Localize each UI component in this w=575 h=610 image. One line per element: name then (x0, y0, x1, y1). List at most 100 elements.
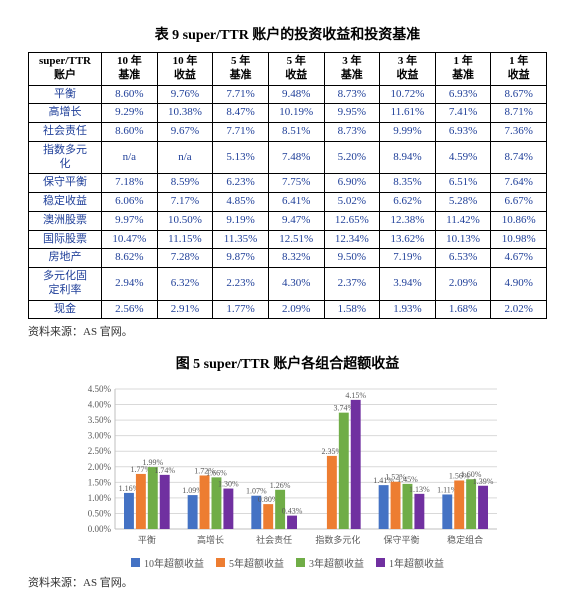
cell-value: 11.61% (380, 104, 436, 123)
cell-value: 7.17% (157, 193, 213, 212)
cell-value: 2.56% (102, 300, 158, 319)
cell-value: 8.32% (268, 249, 324, 268)
cell-value: 9.97% (102, 211, 158, 230)
cell-value: 8.60% (102, 85, 158, 104)
legend-item: 5年超额收益 (216, 555, 284, 570)
bar-label: 0.43% (281, 507, 302, 516)
cell-value: 8.62% (102, 249, 158, 268)
table-row: 国际股票10.47%11.15%11.35%12.51%12.34%13.62%… (29, 230, 547, 249)
bar (454, 481, 464, 530)
returns-table: super/TTR账户10 年基准10 年收益5 年基准5 年收益3 年基准3 … (28, 52, 547, 319)
cell-value: 1.58% (324, 300, 380, 319)
cell-value: 9.87% (213, 249, 269, 268)
svg-text:2.00%: 2.00% (87, 462, 111, 472)
cell-value: 1.93% (380, 300, 436, 319)
cell-value: 9.95% (324, 104, 380, 123)
x-label: 社会责任 (256, 534, 292, 545)
x-label: 高增长 (196, 534, 223, 545)
cell-value: 2.09% (268, 300, 324, 319)
cell-value: 9.48% (268, 85, 324, 104)
row-label: 现金 (29, 300, 102, 319)
cell-value: 5.13% (213, 141, 269, 174)
cell-value: 11.15% (157, 230, 213, 249)
table-row: 指数多元化n/an/a5.13%7.48%5.20%8.94%4.59%8.74… (29, 141, 547, 174)
cell-value: 6.06% (102, 193, 158, 212)
cell-value: 9.76% (157, 85, 213, 104)
bar (263, 504, 273, 529)
bar (135, 474, 145, 529)
bar-label: 4.15% (345, 391, 366, 400)
cell-value: 7.28% (157, 249, 213, 268)
cell-value: 7.48% (268, 141, 324, 174)
cell-value: 8.71% (491, 104, 547, 123)
row-label: 国际股票 (29, 230, 102, 249)
table-row: 社会责任8.60%9.67%7.71%8.51%8.73%9.99%6.93%7… (29, 123, 547, 142)
cell-value: 2.02% (491, 300, 547, 319)
bar-label: 1.74% (154, 466, 175, 475)
cell-value: 8.51% (268, 123, 324, 142)
cell-value: 12.38% (380, 211, 436, 230)
svg-text:2.50%: 2.50% (87, 446, 111, 456)
bar (147, 467, 157, 529)
cell-value: 10.86% (491, 211, 547, 230)
svg-text:4.00%: 4.00% (87, 400, 111, 410)
svg-text:4.50%: 4.50% (87, 384, 111, 394)
cell-value: 6.93% (435, 85, 491, 104)
table-row: 澳洲股票9.97%10.50%9.19%9.47%12.65%12.38%11.… (29, 211, 547, 230)
cell-value: 6.41% (268, 193, 324, 212)
bar (187, 495, 197, 529)
bar (326, 456, 336, 529)
row-label: 指数多元化 (29, 141, 102, 174)
cell-value: 12.34% (324, 230, 380, 249)
legend-label: 5年超额收益 (229, 555, 284, 570)
cell-value: 8.47% (213, 104, 269, 123)
bar (466, 479, 476, 529)
svg-text:1.00%: 1.00% (87, 493, 111, 503)
col-header: 5 年收益 (268, 53, 324, 86)
col-header: 10 年基准 (102, 53, 158, 86)
cell-value: 13.62% (380, 230, 436, 249)
cell-value: 9.67% (157, 123, 213, 142)
cell-value: 9.50% (324, 249, 380, 268)
cell-value: 4.30% (268, 268, 324, 301)
cell-value: 2.23% (213, 268, 269, 301)
cell-value: 9.29% (102, 104, 158, 123)
cell-value: 2.91% (157, 300, 213, 319)
cell-value: 8.59% (157, 174, 213, 193)
cell-value: 6.62% (380, 193, 436, 212)
legend-item: 3年超额收益 (296, 555, 364, 570)
bar (378, 485, 388, 529)
cell-value: 4.85% (213, 193, 269, 212)
cell-value: 8.60% (102, 123, 158, 142)
row-label: 平衡 (29, 85, 102, 104)
cell-value: 6.51% (435, 174, 491, 193)
cell-value: 5.20% (324, 141, 380, 174)
col-header: 5 年基准 (213, 53, 269, 86)
row-label: 房地产 (29, 249, 102, 268)
legend-label: 1年超额收益 (389, 555, 444, 570)
cell-value: 7.41% (435, 104, 491, 123)
cell-value: 2.09% (435, 268, 491, 301)
bar (223, 489, 233, 529)
legend-item: 10年超额收益 (131, 555, 204, 570)
x-label: 平衡 (137, 534, 155, 545)
bar (442, 495, 452, 530)
x-label: 稳定组合 (447, 534, 483, 545)
cell-value: 8.73% (324, 85, 380, 104)
cell-value: 6.67% (491, 193, 547, 212)
cell-value: 1.68% (435, 300, 491, 319)
bar (478, 486, 488, 529)
cell-value: 7.71% (213, 85, 269, 104)
cell-value: 7.64% (491, 174, 547, 193)
row-label: 稳定收益 (29, 193, 102, 212)
cell-value: 4.90% (491, 268, 547, 301)
cell-value: 10.72% (380, 85, 436, 104)
table-row: 房地产8.62%7.28%9.87%8.32%9.50%7.19%6.53%4.… (29, 249, 547, 268)
bar (287, 516, 297, 529)
cell-value: 10.38% (157, 104, 213, 123)
cell-value: 7.71% (213, 123, 269, 142)
cell-value: 10.47% (102, 230, 158, 249)
col-header: 10 年收益 (157, 53, 213, 86)
cell-value: 7.75% (268, 174, 324, 193)
cell-value: 8.67% (491, 85, 547, 104)
